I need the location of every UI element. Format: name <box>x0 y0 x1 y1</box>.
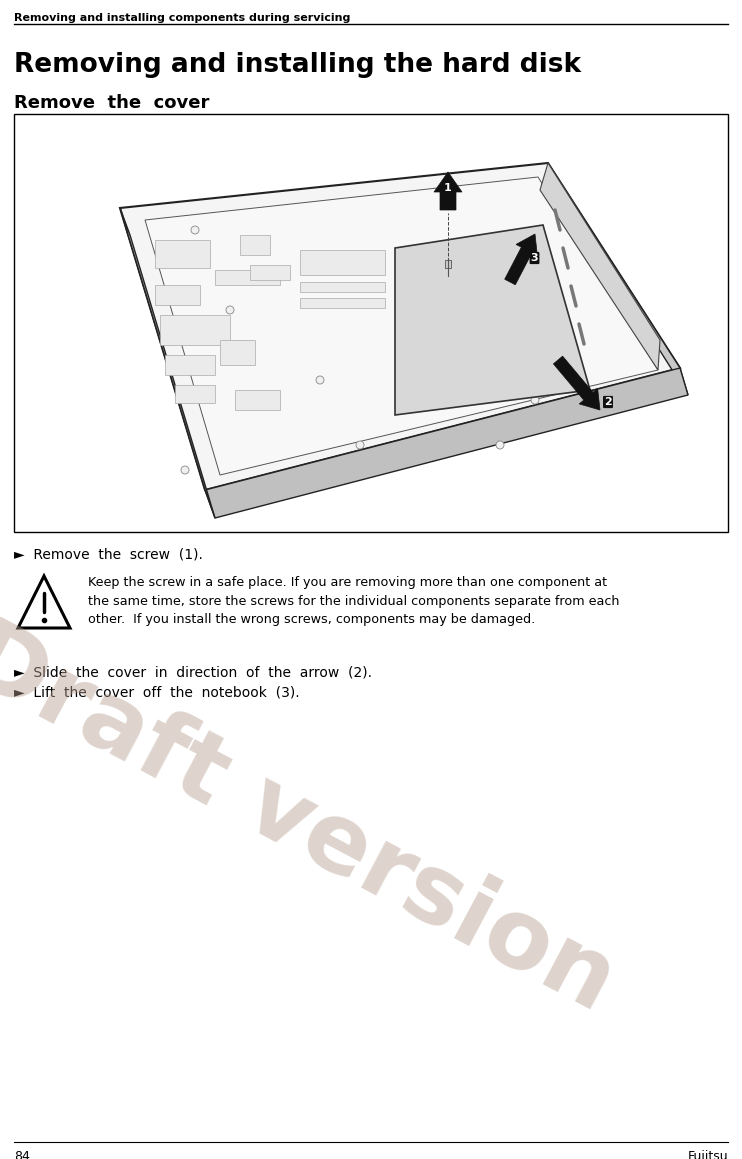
Polygon shape <box>395 225 590 415</box>
Bar <box>250 265 290 280</box>
Bar <box>215 270 280 285</box>
Polygon shape <box>120 207 215 518</box>
Text: 2: 2 <box>604 398 612 407</box>
Bar <box>300 250 385 275</box>
Text: 84: 84 <box>14 1150 30 1159</box>
Bar <box>445 260 451 268</box>
Bar <box>300 298 385 308</box>
Bar <box>240 235 270 255</box>
Circle shape <box>316 376 324 384</box>
Text: Keep the screw in a safe place. If you are removing more than one component at
t: Keep the screw in a safe place. If you a… <box>88 576 620 626</box>
Text: ►  Slide  the  cover  in  direction  of  the  arrow  (2).: ► Slide the cover in direction of the ar… <box>14 665 372 679</box>
Bar <box>155 240 210 268</box>
Circle shape <box>531 396 539 404</box>
Text: 1: 1 <box>444 183 452 194</box>
Polygon shape <box>145 177 658 475</box>
Circle shape <box>181 466 189 474</box>
Text: Removing and installing components during servicing: Removing and installing components durin… <box>14 13 350 23</box>
Circle shape <box>496 442 504 449</box>
Polygon shape <box>205 369 688 518</box>
Polygon shape <box>120 163 680 490</box>
Polygon shape <box>548 163 688 395</box>
Circle shape <box>356 442 364 449</box>
Bar <box>175 385 215 403</box>
Text: Draft version: Draft version <box>0 610 630 1030</box>
Text: 3: 3 <box>531 253 538 263</box>
Bar <box>155 285 200 305</box>
Circle shape <box>191 226 199 234</box>
Circle shape <box>226 306 234 314</box>
Circle shape <box>406 347 414 353</box>
Bar <box>220 340 255 365</box>
FancyArrow shape <box>505 234 537 285</box>
Text: Remove  the  cover: Remove the cover <box>14 94 209 112</box>
Bar <box>300 282 385 292</box>
Polygon shape <box>18 576 70 628</box>
Polygon shape <box>540 163 660 370</box>
Text: Removing and installing the hard disk: Removing and installing the hard disk <box>14 52 581 78</box>
Bar <box>160 315 230 345</box>
Text: ►  Remove  the  screw  (1).: ► Remove the screw (1). <box>14 548 203 562</box>
Bar <box>235 389 280 410</box>
Bar <box>165 355 215 376</box>
Text: ►  Lift  the  cover  off  the  notebook  (3).: ► Lift the cover off the notebook (3). <box>14 685 300 699</box>
Text: Fujitsu: Fujitsu <box>687 1150 728 1159</box>
FancyArrow shape <box>554 356 600 410</box>
Bar <box>14 114 728 532</box>
FancyArrow shape <box>434 172 462 210</box>
